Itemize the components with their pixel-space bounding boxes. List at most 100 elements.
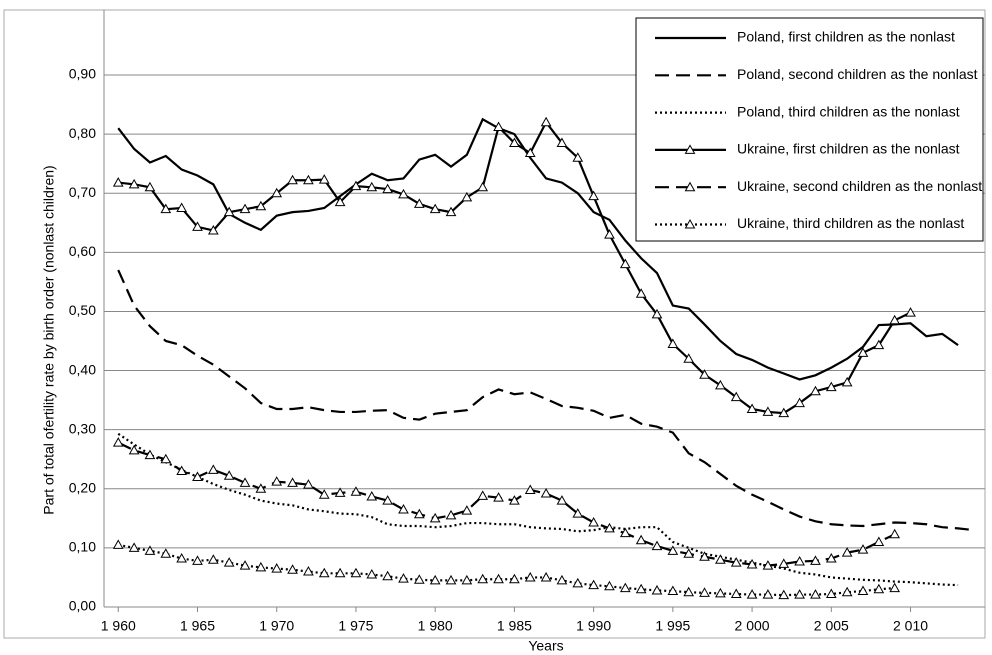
triangle-marker (730, 588, 742, 598)
triangle-marker (762, 406, 774, 416)
triangle-marker (255, 200, 267, 211)
triangle-marker (699, 369, 710, 379)
y-tick-label: 0,80 (69, 125, 96, 141)
x-tick-label: 2 000 (735, 618, 770, 634)
legend-label: Poland, first children as the nonlast (737, 29, 955, 45)
triangle-marker (683, 586, 695, 597)
triangle-marker (841, 547, 853, 557)
x-tick-label: 1 965 (180, 618, 215, 634)
triangle-marker (207, 554, 219, 564)
triangle-marker (604, 580, 615, 591)
triangle-marker (382, 183, 393, 194)
triangle-marker (683, 353, 695, 363)
triangle-marker (445, 509, 457, 520)
triangle-marker (271, 476, 283, 486)
triangle-marker (318, 489, 330, 499)
triangle-marker (905, 307, 916, 317)
triangle-marker (493, 492, 504, 502)
triangle-marker (794, 397, 805, 408)
triangle-marker (176, 553, 187, 563)
triangle-marker (810, 589, 821, 599)
triangle-marker (287, 174, 298, 185)
y-tick-label: 0,60 (69, 243, 96, 259)
triangle-marker (572, 508, 584, 518)
triangle-marker (366, 490, 378, 501)
series-line (117, 269, 975, 532)
triangle-marker (398, 573, 409, 583)
triangle-marker (683, 548, 695, 558)
triangle-marker (746, 589, 758, 599)
triangle-marker (207, 224, 219, 235)
triangle-marker (112, 437, 124, 447)
y-tick-label: 0,20 (69, 479, 96, 495)
triangle-marker (176, 465, 187, 476)
x-tick-label: 1 975 (338, 618, 373, 634)
triangle-marker (112, 177, 124, 187)
triangle-marker (746, 558, 758, 569)
triangle-marker (604, 522, 615, 533)
triangle-marker (825, 381, 837, 392)
triangle-marker (699, 587, 710, 597)
x-tick-label: 1 995 (655, 618, 690, 634)
triangle-marker (651, 584, 663, 595)
triangle-marker (588, 516, 599, 527)
legend-label: Ukraine, third children as the nonlast (737, 215, 964, 231)
triangle-marker (588, 190, 599, 201)
triangle-marker (239, 560, 251, 570)
triangle-marker (825, 588, 837, 598)
series-line (117, 117, 959, 381)
x-axis-label: Years (528, 638, 563, 654)
triangle-marker (287, 477, 298, 487)
triangle-marker (857, 544, 869, 554)
triangle-marker (176, 202, 187, 212)
y-tick-label: 0,50 (69, 302, 96, 318)
x-tick-label: 2 010 (893, 618, 928, 634)
triangle-marker (667, 338, 679, 348)
triangle-marker (857, 347, 869, 357)
triangle-marker (413, 574, 425, 584)
triangle-marker (350, 486, 362, 496)
x-tick-label: 1 960 (101, 618, 136, 634)
triangle-marker (192, 555, 203, 565)
legend-label: Poland, second children as the nonlast (737, 66, 978, 82)
triangle-marker (398, 503, 409, 514)
triangle-marker (413, 508, 425, 519)
triangle-marker (556, 495, 568, 505)
triangle-marker (350, 567, 362, 578)
triangle-marker (207, 464, 219, 474)
triangle-marker (667, 545, 679, 555)
triangle-marker (540, 571, 552, 582)
triangle-marker (382, 495, 393, 505)
triangle-marker (350, 180, 362, 191)
triangle-marker (730, 557, 742, 567)
series-line (117, 441, 896, 567)
triangle-marker (651, 540, 663, 551)
triangle-marker (794, 555, 805, 566)
x-tick-label: 1 970 (259, 618, 294, 634)
triangle-marker (144, 545, 156, 555)
triangle-marker (128, 542, 140, 552)
triangle-marker (635, 583, 647, 594)
legend-box (635, 17, 984, 242)
triangle-marker (239, 203, 251, 214)
triangle-marker (509, 137, 520, 147)
triangle-marker (556, 137, 568, 147)
triangle-marker (699, 551, 710, 561)
triangle-marker (429, 574, 441, 585)
triangle-marker (477, 181, 489, 192)
y-tick-label: 0,00 (69, 598, 96, 614)
triangle-marker (810, 555, 821, 565)
triangle-marker (303, 174, 314, 185)
triangle-marker (524, 571, 536, 582)
triangle-marker (667, 585, 679, 596)
triangle-marker (604, 229, 615, 239)
legend-label: Ukraine, first children as the nonlast (737, 141, 960, 157)
triangle-marker (651, 308, 663, 319)
triangle-marker (509, 495, 520, 505)
triangle-marker (144, 181, 156, 192)
triangle-marker (192, 221, 203, 231)
triangle-marker (223, 557, 235, 567)
triangle-marker (160, 548, 172, 558)
series-line (118, 543, 895, 597)
triangle-marker (382, 570, 393, 581)
